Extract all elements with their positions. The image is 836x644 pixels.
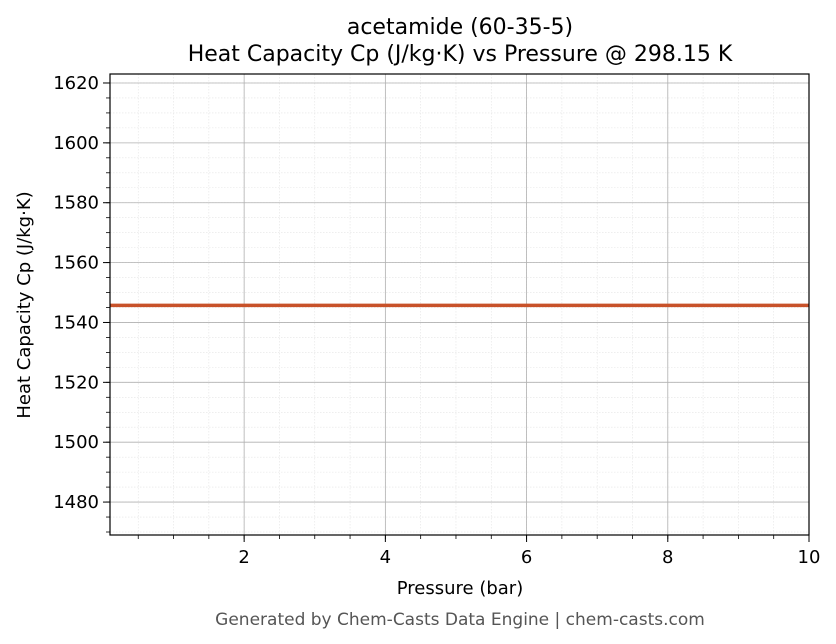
y-tick-label: 1520 xyxy=(53,372,99,393)
y-tick-label: 1600 xyxy=(53,133,99,154)
footer-credit: Generated by Chem-Casts Data Engine | ch… xyxy=(215,610,705,630)
plot-frame xyxy=(109,73,810,536)
x-tick-label: 10 xyxy=(798,547,821,568)
y-axis-label: Heat Capacity Cp (J/kg·K) xyxy=(14,191,35,418)
y-tick-label: 1620 xyxy=(53,73,99,94)
chart-subtitle: Heat Capacity Cp (J/kg·K) vs Pressure @ … xyxy=(188,42,733,67)
x-tick-label: 2 xyxy=(238,547,249,568)
x-tick-label: 4 xyxy=(380,547,391,568)
y-tick-label: 1560 xyxy=(53,253,99,274)
x-axis-ticks: 2 4 6 8 10 xyxy=(137,535,821,568)
chart-title: acetamide (60-35-5) xyxy=(347,15,573,40)
y-tick-label: 1540 xyxy=(53,312,99,333)
x-axis-label: Pressure (bar) xyxy=(397,578,523,599)
y-axis-ticks: 1480 1500 1520 1540 1560 1580 1600 1620 xyxy=(53,73,110,533)
y-tick-label: 1480 xyxy=(53,492,99,513)
x-tick-label: 8 xyxy=(662,547,673,568)
y-tick-label: 1580 xyxy=(53,193,99,214)
y-tick-label: 1500 xyxy=(53,432,99,453)
x-tick-label: 6 xyxy=(521,547,532,568)
